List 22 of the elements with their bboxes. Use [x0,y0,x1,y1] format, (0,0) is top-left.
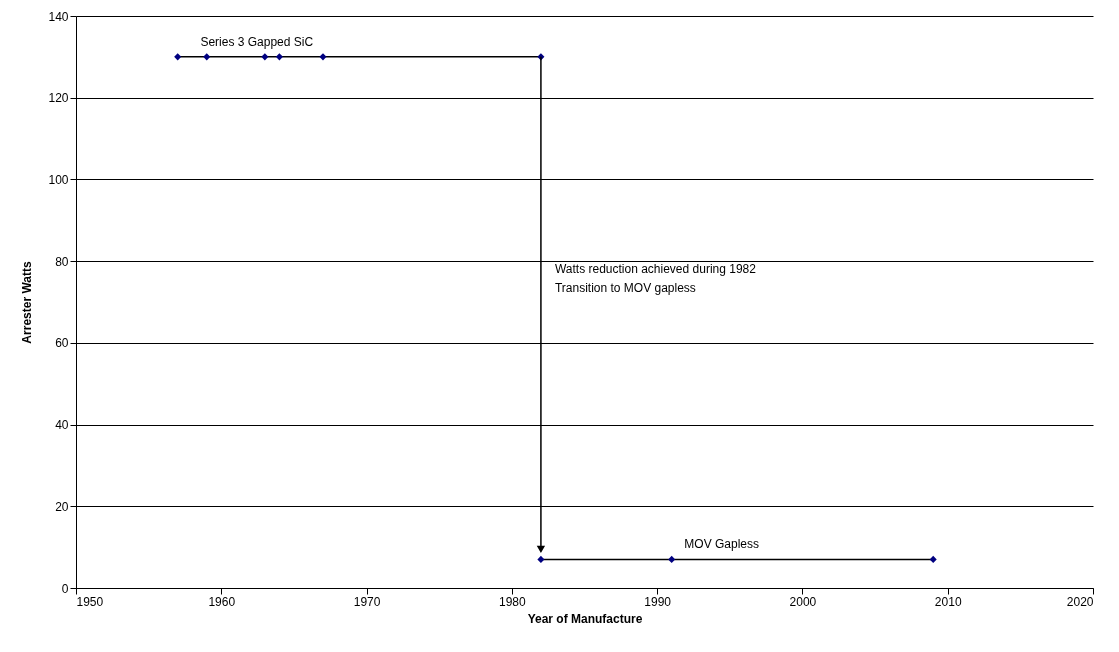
annotation: Watts reduction achieved during 1982 [554,261,757,276]
x-tick-label: 1950 [76,594,104,609]
y-tick-label: 60 [55,336,69,351]
y-tick-label: 80 [55,254,69,269]
x-tick-label: 2000 [789,594,817,609]
y-axis-title: Arrester Watts [20,261,35,344]
annotation: Transition to MOV gapless [554,280,696,295]
x-tick-label: 1990 [644,594,672,609]
x-tick-label: 2020 [1066,594,1094,609]
x-axis-title: Year of Manufacture [527,611,643,626]
y-tick-label: 100 [48,172,69,187]
x-tick-label: 1980 [499,594,527,609]
y-tick-label: 120 [48,91,69,106]
series-label: MOV Gapless [684,537,760,552]
y-tick-label: 40 [55,418,69,433]
x-tick-label: 1970 [353,594,381,609]
y-tick-label: 0 [61,581,69,596]
x-tick-label: 1960 [208,594,236,609]
y-tick-label: 20 [55,499,69,514]
x-tick-label: 2010 [934,594,962,609]
y-tick-label: 140 [48,9,69,24]
series-label: Series 3 Gapped SiC [200,34,314,49]
